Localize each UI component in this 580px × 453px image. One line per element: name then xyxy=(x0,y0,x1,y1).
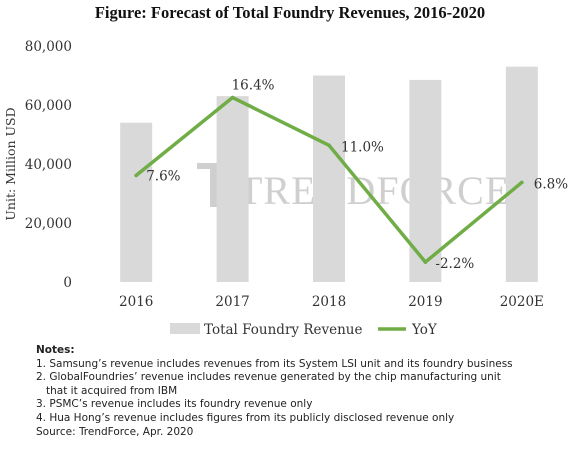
yoy-data-label: 11.0% xyxy=(341,139,384,155)
yoy-point xyxy=(423,260,428,264)
yoy-data-label: 7.6% xyxy=(146,168,180,184)
legend-swatch-revenue xyxy=(170,323,200,334)
notes-title: Notes: xyxy=(36,344,75,356)
revenue-bar xyxy=(505,66,538,283)
yoy-data-label: -2.2% xyxy=(435,256,474,272)
y-tick-label: 80,000 xyxy=(25,39,72,55)
legend-label-revenue: Total Foundry Revenue xyxy=(204,322,362,338)
revenue-bar xyxy=(216,96,249,283)
x-tick-label: 2019 xyxy=(408,294,442,310)
legend-label-yoy: YoY xyxy=(411,322,438,338)
watermark-text: TRENDFORCE xyxy=(238,168,510,213)
chart-canvas: TRENDFORCE Unit: Million USD 0 20,000 40,000… xyxy=(3,39,568,338)
revenue-bar xyxy=(313,75,345,282)
y-tick-label: 20,000 xyxy=(25,216,72,232)
yoy-point xyxy=(230,95,235,100)
yoy-data-label: 6.8% xyxy=(534,176,568,192)
y-tick-label: 0 xyxy=(63,275,72,291)
y-axis-label: Unit: Million USD xyxy=(3,107,18,220)
x-tick-label: 2016 xyxy=(119,294,153,310)
revenue-bar xyxy=(120,122,153,282)
note-line-2-continued: that it acquired from IBM xyxy=(46,384,178,397)
y-tick-label: 60,000 xyxy=(25,98,72,114)
chart-title: Figure: Forecast of Total Foundry Revenu… xyxy=(94,3,486,22)
x-tick-label: 2017 xyxy=(215,294,249,310)
note-line-2: 2. GlobalFoundries’ revenue includes rev… xyxy=(36,371,501,384)
note-line-4: 4. Hua Hong’s revenue includes figures f… xyxy=(36,411,455,424)
yoy-data-label: 16.4% xyxy=(232,78,275,94)
yoy-point xyxy=(327,143,331,148)
note-line-1: 1. Samsung’s revenue includes revenues f… xyxy=(36,357,513,370)
yoy-point xyxy=(520,180,524,185)
note-line-3: 3. PSMC’s revenue includes its foundry r… xyxy=(36,398,313,411)
y-tick-label: 40,000 xyxy=(25,157,72,173)
trendforce-watermark: TRENDFORCE xyxy=(197,163,510,213)
yoy-point xyxy=(134,173,138,178)
source-line: Source: TrendForce, Apr. 2020 xyxy=(36,425,194,438)
notes-block: Notes: 1. Samsung’s revenue includes rev… xyxy=(36,344,576,439)
x-tick-label: 2020E xyxy=(500,294,544,310)
watermark-logo-stem xyxy=(210,163,221,207)
x-tick-label: 2018 xyxy=(312,294,346,310)
